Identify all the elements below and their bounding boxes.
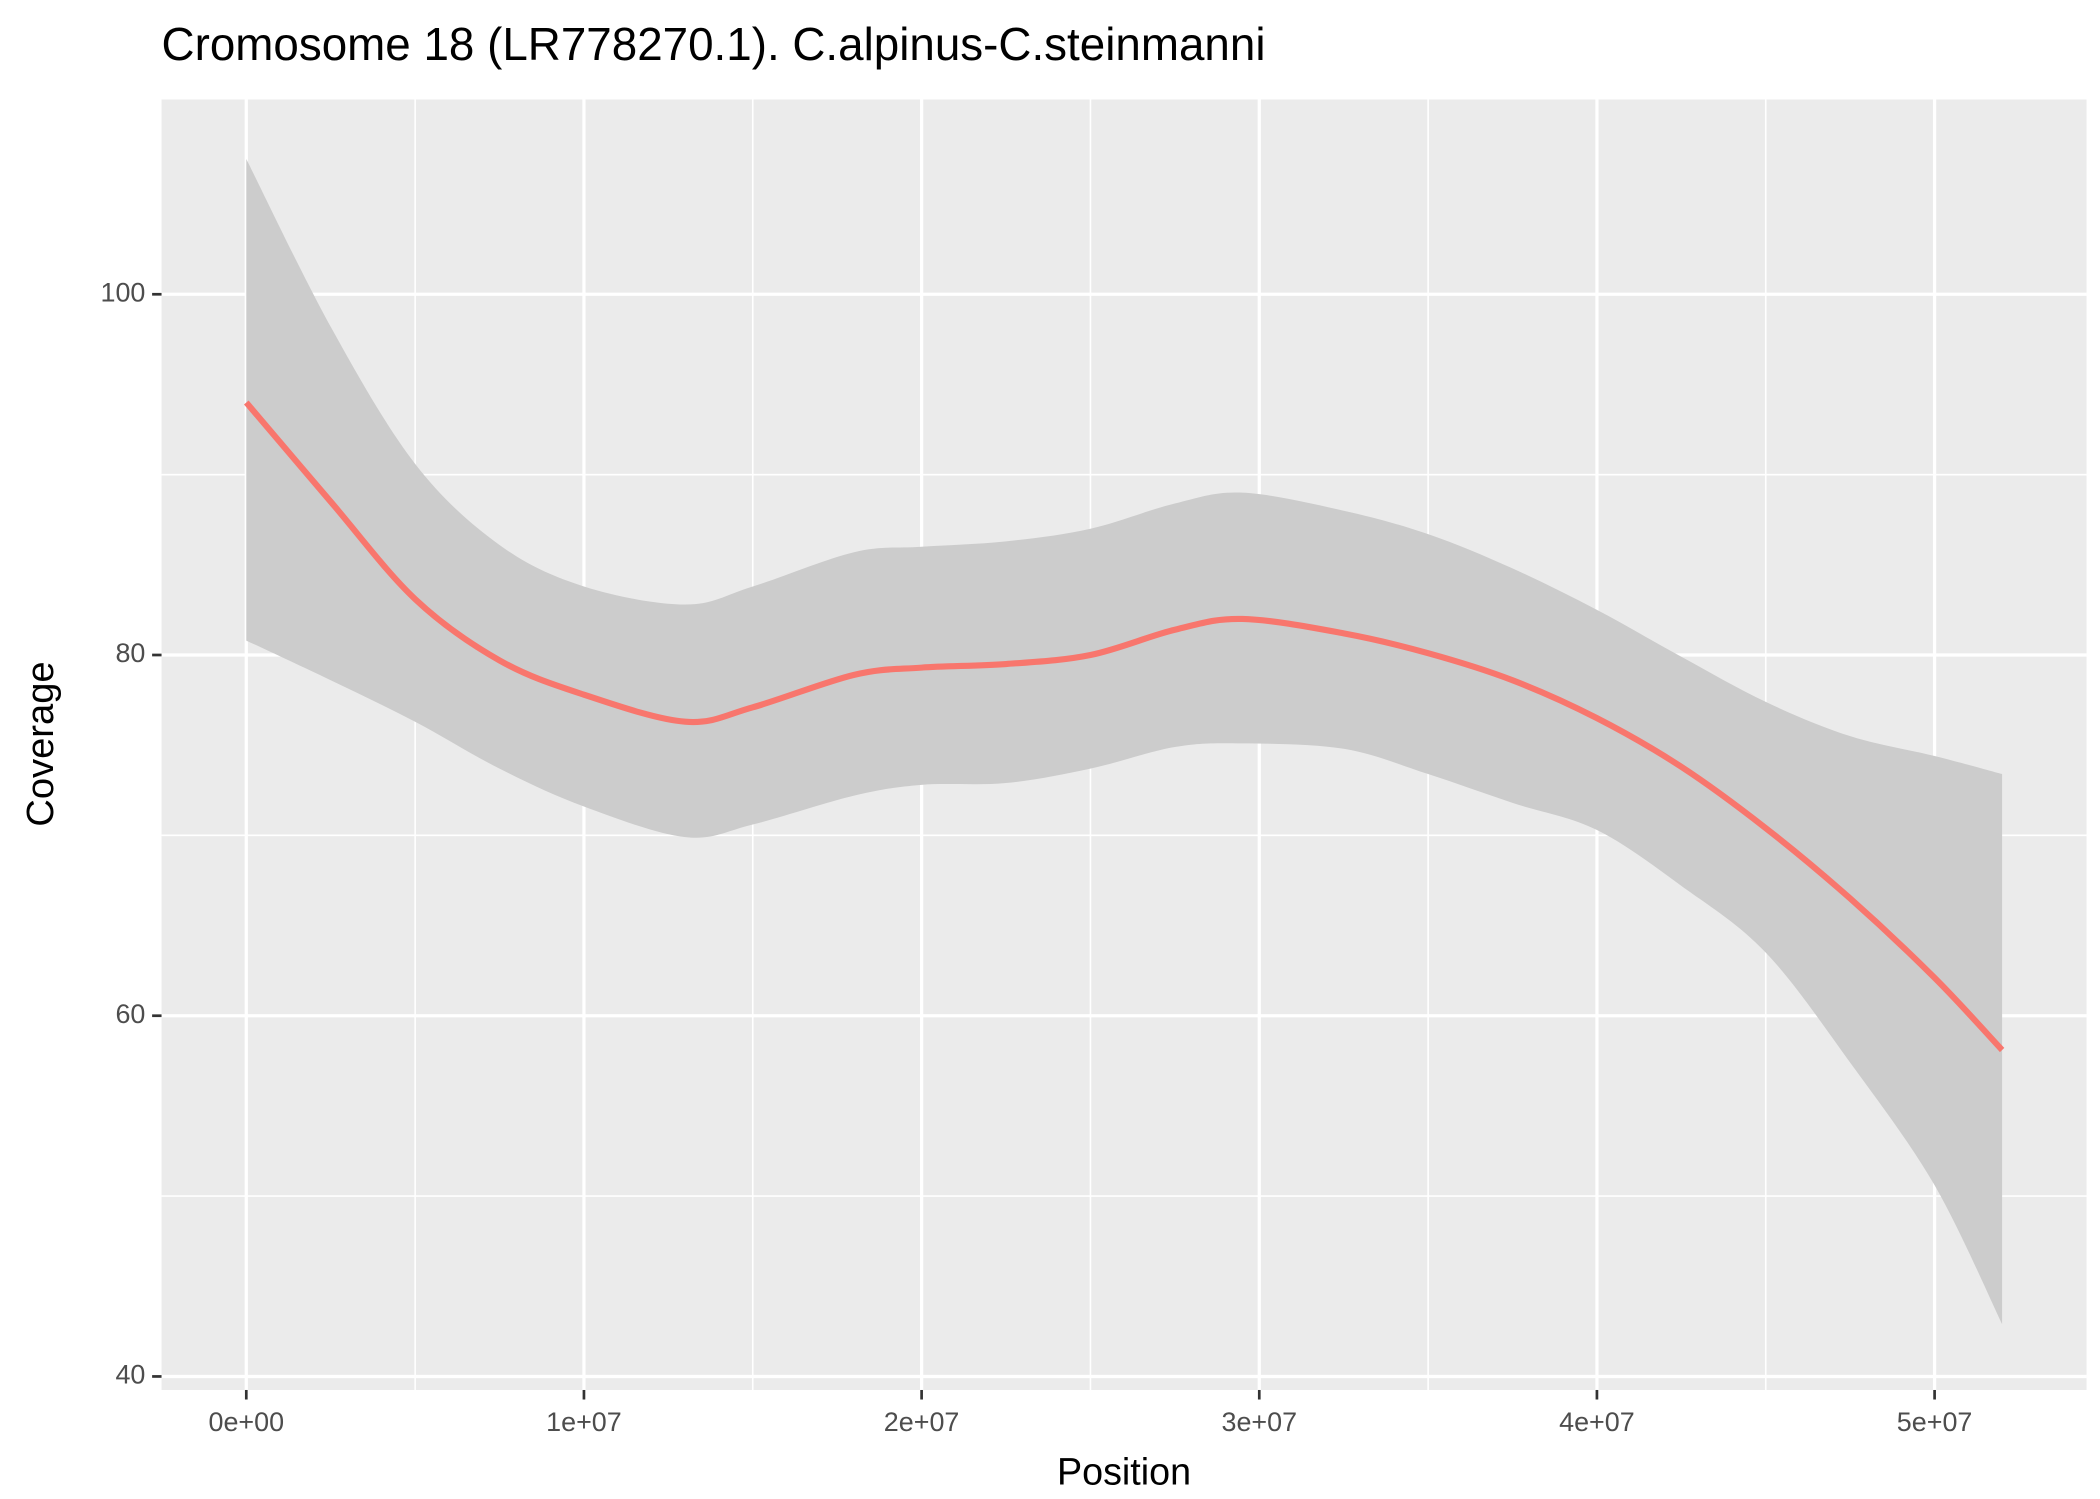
confidence-band [246,158,2003,1325]
x-tick-label: 1e+07 [546,1406,622,1437]
y-tick-label: 40 [115,1359,145,1390]
x-tick-label: 5e+07 [1897,1406,1973,1437]
chart-title: Cromosome 18 (LR778270.1). C.alpinus-C.s… [162,18,1266,70]
x-tick-label: 3e+07 [1221,1406,1297,1437]
x-axis-title: Position [1057,1451,1191,1493]
y-axis-title: Coverage [20,661,62,826]
x-tick-label: 4e+07 [1559,1406,1635,1437]
y-tick-label: 100 [100,276,145,307]
y-tick-label: 80 [115,637,145,668]
trend-line [243,400,2005,1053]
y-tick-label: 60 [115,998,145,1029]
x-tick-label: 2e+07 [884,1406,960,1437]
x-tick-label: 0e+00 [208,1406,284,1437]
